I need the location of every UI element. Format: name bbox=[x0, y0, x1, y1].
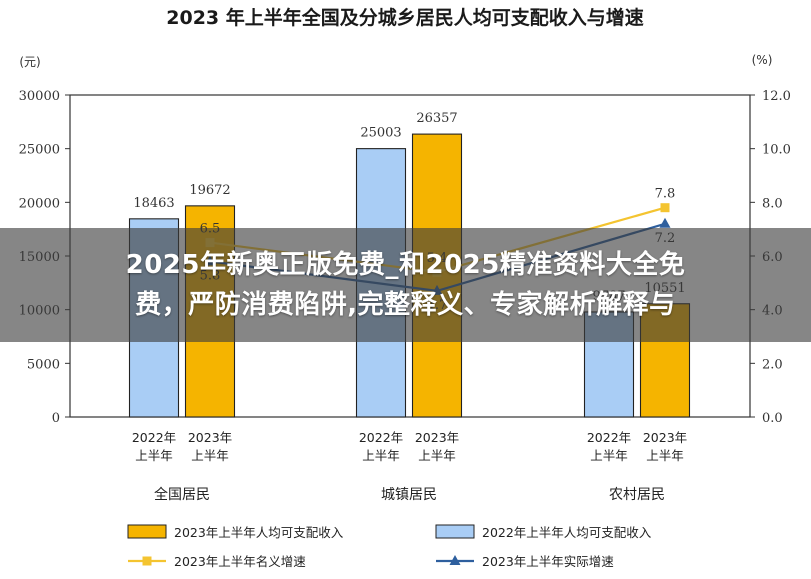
left-tick-label: 25000 bbox=[19, 143, 60, 158]
x-bar-label: 2023年 bbox=[415, 430, 459, 445]
left-tick-label: 0 bbox=[52, 411, 60, 426]
legend: 2023年上半年人均可支配收入 2022年上半年人均可支配收入 2023年上半年名义… bbox=[127, 524, 652, 569]
watermark-banner: 2025年新奥正版免费_和2025精准资料大全免 费，严防消费陷阱,完整释义、专… bbox=[0, 228, 811, 342]
bar-value-label: 19672 bbox=[189, 183, 230, 198]
x-bar-label: 2023年 bbox=[643, 430, 687, 445]
x-group-label: 农村居民 bbox=[609, 487, 665, 503]
banner-line-1: 2025年新奥正版免费_和2025精准资料大全免 bbox=[125, 250, 686, 280]
x-bar-label: 2022年 bbox=[587, 430, 631, 445]
legend-marker bbox=[449, 555, 461, 565]
x-axis-labels: 2022年上半年2023年上半年全国居民2022年上半年2023年上半年城镇居民… bbox=[132, 430, 687, 503]
legend-swatch bbox=[435, 524, 475, 539]
bar-value-label: 26357 bbox=[416, 111, 457, 126]
line-marker bbox=[660, 203, 670, 213]
x-group-label: 城镇居民 bbox=[381, 487, 437, 503]
x-bar-label: 2022年 bbox=[132, 430, 176, 445]
x-bar-label: 上半年 bbox=[418, 448, 456, 463]
right-tick-label: 8.0 bbox=[762, 196, 783, 211]
legend-swatch bbox=[127, 524, 167, 539]
left-tick-label: 30000 bbox=[19, 89, 60, 104]
x-bar-label: 2023年 bbox=[188, 430, 232, 445]
legend-label: 2022年上半年人均可支配收入 bbox=[482, 525, 652, 540]
line-marker bbox=[659, 217, 671, 228]
right-tick-label: 2.0 bbox=[762, 357, 783, 372]
right-axis-unit: (%) bbox=[752, 53, 773, 67]
legend-label: 2023年上半年实际增速 bbox=[482, 554, 614, 569]
x-group-label: 全国居民 bbox=[154, 486, 210, 503]
bar-value-label: 25003 bbox=[360, 126, 401, 141]
legend-marker bbox=[142, 556, 152, 566]
x-bar-label: 上半年 bbox=[646, 448, 684, 463]
left-tick-label: 5000 bbox=[27, 357, 60, 372]
line-value-label: 7.8 bbox=[655, 187, 676, 202]
x-bar-label: 上半年 bbox=[191, 448, 229, 463]
legend-label: 2023年上半年名义增速 bbox=[174, 554, 306, 569]
legend-label: 2023年上半年人均可支配收入 bbox=[174, 525, 344, 540]
left-axis-unit: (元) bbox=[19, 55, 40, 69]
x-bar-label: 上半年 bbox=[362, 448, 400, 463]
left-tick-label: 20000 bbox=[19, 196, 60, 211]
banner-line-2: 费，严防消费陷阱,完整释义、专家解析解释与 bbox=[135, 290, 676, 320]
x-bar-label: 2022年 bbox=[359, 430, 403, 445]
x-bar-label: 上半年 bbox=[135, 448, 173, 463]
chart-title: 2023 年上半年全国及分城乡居民人均可支配收入与增速 bbox=[166, 6, 644, 29]
right-tick-label: 0.0 bbox=[762, 411, 783, 426]
x-bar-label: 上半年 bbox=[590, 448, 628, 463]
right-tick-label: 12.0 bbox=[762, 89, 791, 104]
right-tick-label: 10.0 bbox=[762, 143, 791, 158]
bar-value-label: 18463 bbox=[133, 196, 174, 211]
